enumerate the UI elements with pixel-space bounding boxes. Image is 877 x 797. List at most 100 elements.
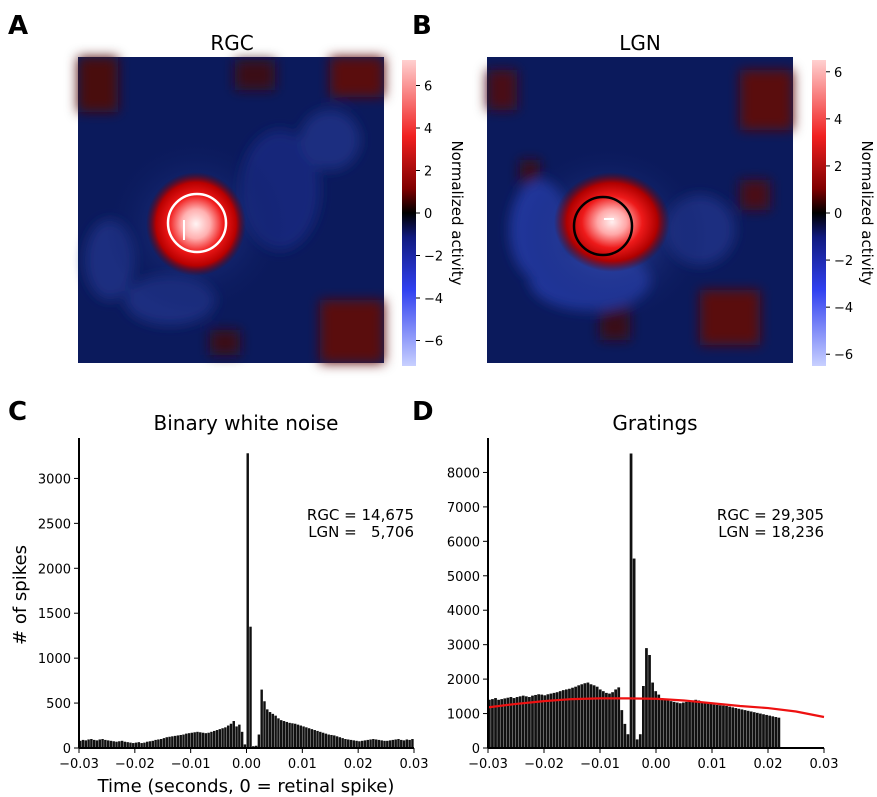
histogram-bar bbox=[229, 723, 233, 748]
histogram-bar bbox=[338, 737, 342, 748]
colorbar-tick-label: 6 bbox=[834, 66, 842, 81]
y-tick-label: 1000 bbox=[447, 708, 480, 723]
histogram-bar bbox=[512, 698, 516, 748]
x-tick-label: −0.03 bbox=[468, 757, 508, 772]
colorbar-tick-label: −4 bbox=[834, 301, 853, 316]
histogram-bar bbox=[383, 740, 386, 748]
histogram-bar bbox=[165, 737, 168, 748]
histogram-bar bbox=[694, 699, 698, 748]
histogram-bar bbox=[688, 701, 691, 748]
histogram-bar bbox=[92, 739, 96, 748]
colorbar-a bbox=[402, 60, 416, 366]
fit-line bbox=[487, 697, 825, 719]
histogram-bar bbox=[752, 712, 756, 748]
colorbar-tick-label: 4 bbox=[834, 113, 842, 128]
y-tick-label: 1000 bbox=[38, 652, 71, 667]
histogram-bar bbox=[531, 695, 534, 748]
histogram-bar bbox=[583, 683, 587, 748]
histogram-bar bbox=[620, 710, 624, 748]
histogram-bar bbox=[685, 701, 688, 748]
y-tick-label: 3000 bbox=[447, 639, 480, 654]
histogram-bar bbox=[663, 699, 667, 748]
chart-c-annotation-rgc: RGC = 14,675 bbox=[307, 506, 414, 524]
histogram-bar bbox=[187, 733, 191, 748]
histogram-bar bbox=[358, 741, 361, 748]
chart-d-title: Gratings bbox=[612, 411, 697, 435]
histogram-bar bbox=[528, 697, 531, 748]
histogram-bar bbox=[257, 734, 261, 748]
histogram-bar bbox=[586, 682, 590, 748]
colorbar-tick-label: −2 bbox=[834, 254, 853, 269]
histogram-bar bbox=[402, 740, 406, 748]
y-tick-label: 8000 bbox=[447, 466, 480, 481]
histogram-bar bbox=[115, 741, 118, 748]
histogram-bar bbox=[765, 714, 768, 748]
histogram-bar bbox=[580, 684, 584, 748]
histogram-bar bbox=[249, 626, 252, 748]
histogram-bar bbox=[549, 693, 553, 748]
histogram-bar bbox=[411, 739, 414, 748]
histogram-bar bbox=[154, 739, 157, 748]
x-tick-label: 0.00 bbox=[232, 757, 261, 772]
histogram-bar bbox=[101, 739, 104, 748]
colorbar-a-ticks: 6 4 2 0 −2 −4 −6 bbox=[416, 80, 443, 350]
histogram-bar bbox=[112, 741, 115, 748]
histogram-bar bbox=[638, 734, 642, 748]
histogram-bar bbox=[238, 724, 241, 748]
histogram-bar bbox=[134, 742, 138, 748]
histogram-bar bbox=[762, 714, 765, 748]
histogram-bar bbox=[162, 738, 166, 748]
x-tick-label: −0.02 bbox=[115, 757, 155, 772]
histogram-bar bbox=[759, 713, 762, 748]
histogram-bar bbox=[374, 739, 378, 748]
histogram-bar bbox=[509, 697, 513, 748]
histogram-bar bbox=[173, 735, 177, 748]
y-tick-label: 2000 bbox=[38, 562, 71, 577]
histogram-bar bbox=[400, 739, 403, 748]
histogram-bar bbox=[123, 741, 127, 748]
panel-label-d: D bbox=[412, 397, 434, 427]
histogram-bar bbox=[488, 699, 491, 748]
histogram-bar bbox=[543, 695, 547, 748]
histogram-bar bbox=[577, 685, 581, 748]
heatmap-b-title: LGN bbox=[619, 31, 661, 55]
histogram-bar bbox=[394, 739, 397, 748]
chart-c-xlabel: Time (seconds, 0 = retinal spike) bbox=[97, 776, 395, 797]
x-tick-label: 0.02 bbox=[344, 757, 373, 772]
histogram-bar bbox=[657, 694, 661, 748]
colorbar-tick-label: 2 bbox=[834, 160, 842, 175]
histogram-bar bbox=[260, 689, 263, 748]
histogram-bar bbox=[349, 739, 353, 748]
y-tick-label: 500 bbox=[46, 697, 71, 712]
histogram-bar bbox=[179, 734, 182, 748]
histogram-bar bbox=[226, 725, 230, 748]
colorbar-tick-label: −4 bbox=[424, 292, 443, 307]
histogram-bar bbox=[143, 742, 146, 748]
histogram-bar bbox=[369, 739, 372, 748]
histogram-bar bbox=[755, 712, 759, 748]
histogram-bar bbox=[651, 682, 654, 748]
histogram-bar bbox=[589, 684, 593, 748]
histogram-bar bbox=[363, 740, 367, 748]
histogram-bar bbox=[740, 709, 744, 748]
heatmap-a-title: RGC bbox=[210, 31, 253, 55]
histogram-bar bbox=[777, 717, 781, 748]
histogram-bar bbox=[611, 692, 614, 748]
histogram-bar bbox=[132, 743, 135, 748]
histogram-bar bbox=[518, 696, 522, 748]
histogram-bar bbox=[319, 731, 322, 748]
histogram-bar bbox=[697, 700, 701, 748]
y-tick-label: 2500 bbox=[38, 517, 71, 532]
histogram-bar bbox=[524, 696, 528, 748]
histogram-bar bbox=[774, 717, 778, 748]
histogram-bar bbox=[84, 740, 88, 748]
chart-d-annotation-rgc: RGC = 29,305 bbox=[717, 506, 824, 524]
histogram-bar bbox=[268, 712, 272, 748]
chart-c-title: Binary white noise bbox=[154, 411, 339, 435]
histogram-bar bbox=[157, 739, 160, 748]
x-tick-label: 0.02 bbox=[754, 757, 783, 772]
histogram-bar bbox=[347, 739, 350, 748]
panel-label-c: C bbox=[8, 397, 27, 427]
heatmap-b-receptive-field bbox=[554, 172, 670, 272]
histogram-bar bbox=[635, 739, 639, 748]
